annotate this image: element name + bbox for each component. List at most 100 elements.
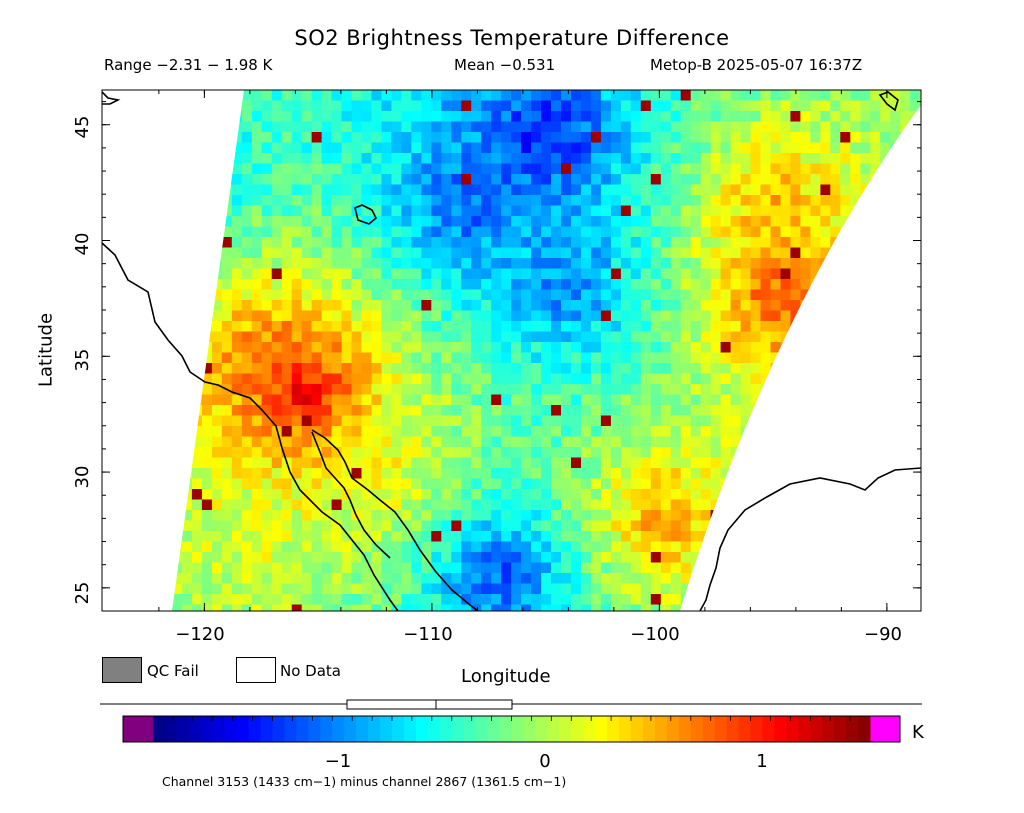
heatmap-cell	[890, 174, 901, 186]
heatmap-cell	[820, 541, 831, 553]
heatmap-cell	[501, 121, 512, 133]
heatmap-cell	[910, 405, 921, 417]
heatmap-cell	[760, 331, 772, 343]
heatmap-cell	[900, 300, 911, 312]
heatmap-cell	[600, 331, 612, 343]
heatmap-cell	[511, 153, 522, 165]
heatmap-cell	[281, 426, 293, 438]
heatmap-cell	[471, 426, 482, 438]
heatmap-cell	[191, 573, 203, 585]
heatmap-cell	[581, 205, 592, 217]
heatmap-cell	[620, 121, 632, 133]
heatmap-cell	[471, 237, 482, 249]
heatmap-cell	[850, 310, 861, 322]
heatmap-cell	[391, 111, 402, 123]
heatmap-cell	[850, 436, 861, 448]
heatmap-cell	[820, 436, 831, 448]
heatmap-cell	[860, 100, 871, 112]
heatmap-cell	[241, 247, 253, 259]
heatmap-cell	[620, 174, 632, 186]
heatmap-cell	[920, 583, 921, 595]
heatmap-cell	[251, 195, 263, 207]
heatmap-cell	[301, 258, 313, 270]
heatmap-cell	[760, 226, 772, 238]
heatmap-cell	[481, 394, 492, 406]
heatmap-cell	[331, 531, 343, 543]
heatmap-cell	[690, 573, 702, 585]
heatmap-cell	[301, 342, 313, 354]
heatmap-cell	[301, 237, 313, 249]
heatmap-cell	[670, 394, 682, 406]
heatmap-cell	[451, 415, 462, 427]
heatmap-cell	[710, 457, 722, 469]
heatmap-cell	[840, 111, 851, 123]
heatmap-cell	[391, 405, 402, 417]
heatmap-cell	[172, 132, 173, 144]
heatmap-cell	[181, 573, 193, 585]
heatmap-cell	[620, 415, 632, 427]
heatmap-cell	[760, 352, 772, 364]
heatmap-cell	[181, 321, 193, 333]
heatmap-cell	[810, 531, 821, 543]
heatmap-cell	[241, 258, 253, 270]
heatmap-cell	[920, 237, 921, 249]
heatmap-cell	[371, 394, 383, 406]
heatmap-cell	[172, 573, 173, 585]
heatmap-cell	[870, 457, 881, 469]
heatmap-cell	[391, 310, 402, 322]
heatmap-cell	[331, 268, 343, 280]
heatmap-cell	[172, 552, 173, 564]
heatmap-cell	[521, 415, 532, 427]
heatmap-cell	[860, 174, 871, 186]
heatmap-cell	[780, 226, 792, 238]
heatmap-cell	[231, 426, 243, 438]
heatmap-cell	[551, 604, 562, 611]
heatmap-cell	[840, 436, 851, 448]
heatmap-cell	[870, 100, 881, 112]
heatmap-cell	[241, 121, 253, 133]
heatmap-cell	[241, 447, 253, 459]
heatmap-cell	[172, 594, 173, 606]
heatmap-cell	[650, 394, 662, 406]
heatmap-cell	[910, 478, 921, 490]
heatmap-cell	[561, 321, 572, 333]
heatmap-cell	[880, 520, 891, 532]
heatmap-cell	[720, 247, 732, 259]
heatmap-cell	[341, 478, 353, 490]
heatmap-cell	[271, 226, 283, 238]
heatmap-cell	[800, 573, 811, 585]
heatmap-cell	[790, 289, 801, 301]
heatmap-cell	[431, 111, 442, 123]
heatmap-cell	[401, 226, 412, 238]
heatmap-cell	[870, 111, 881, 123]
heatmap-cell	[700, 300, 712, 312]
heatmap-cell	[810, 363, 821, 375]
heatmap-cell	[311, 363, 323, 375]
heatmap-cell	[700, 520, 712, 532]
heatmap-cell	[201, 289, 213, 301]
heatmap-cell	[341, 468, 353, 480]
heatmap-cell	[321, 405, 333, 417]
colorbar-unit: K	[912, 722, 925, 743]
heatmap-cell	[211, 121, 223, 133]
heatmap-cell	[321, 258, 333, 270]
heatmap-cell	[341, 237, 353, 249]
heatmap-cell	[650, 289, 662, 301]
heatmap-cell	[291, 583, 303, 595]
heatmap-cell	[551, 520, 562, 532]
heatmap-cell	[351, 205, 363, 217]
heatmap-cell	[780, 258, 792, 270]
heatmap-cell	[900, 594, 911, 606]
heatmap-cell	[261, 226, 273, 238]
heatmap-cell	[561, 205, 572, 217]
heatmap-cell	[501, 163, 512, 175]
heatmap-cell	[710, 405, 722, 417]
heatmap-cell	[600, 373, 612, 385]
heatmap-cell	[521, 394, 532, 406]
heatmap-cell	[770, 321, 782, 333]
heatmap-cell	[301, 426, 313, 438]
heatmap-cell	[600, 216, 612, 228]
heatmap-cell	[221, 331, 233, 343]
heatmap-cell	[830, 394, 841, 406]
heatmap-cell	[720, 100, 732, 112]
